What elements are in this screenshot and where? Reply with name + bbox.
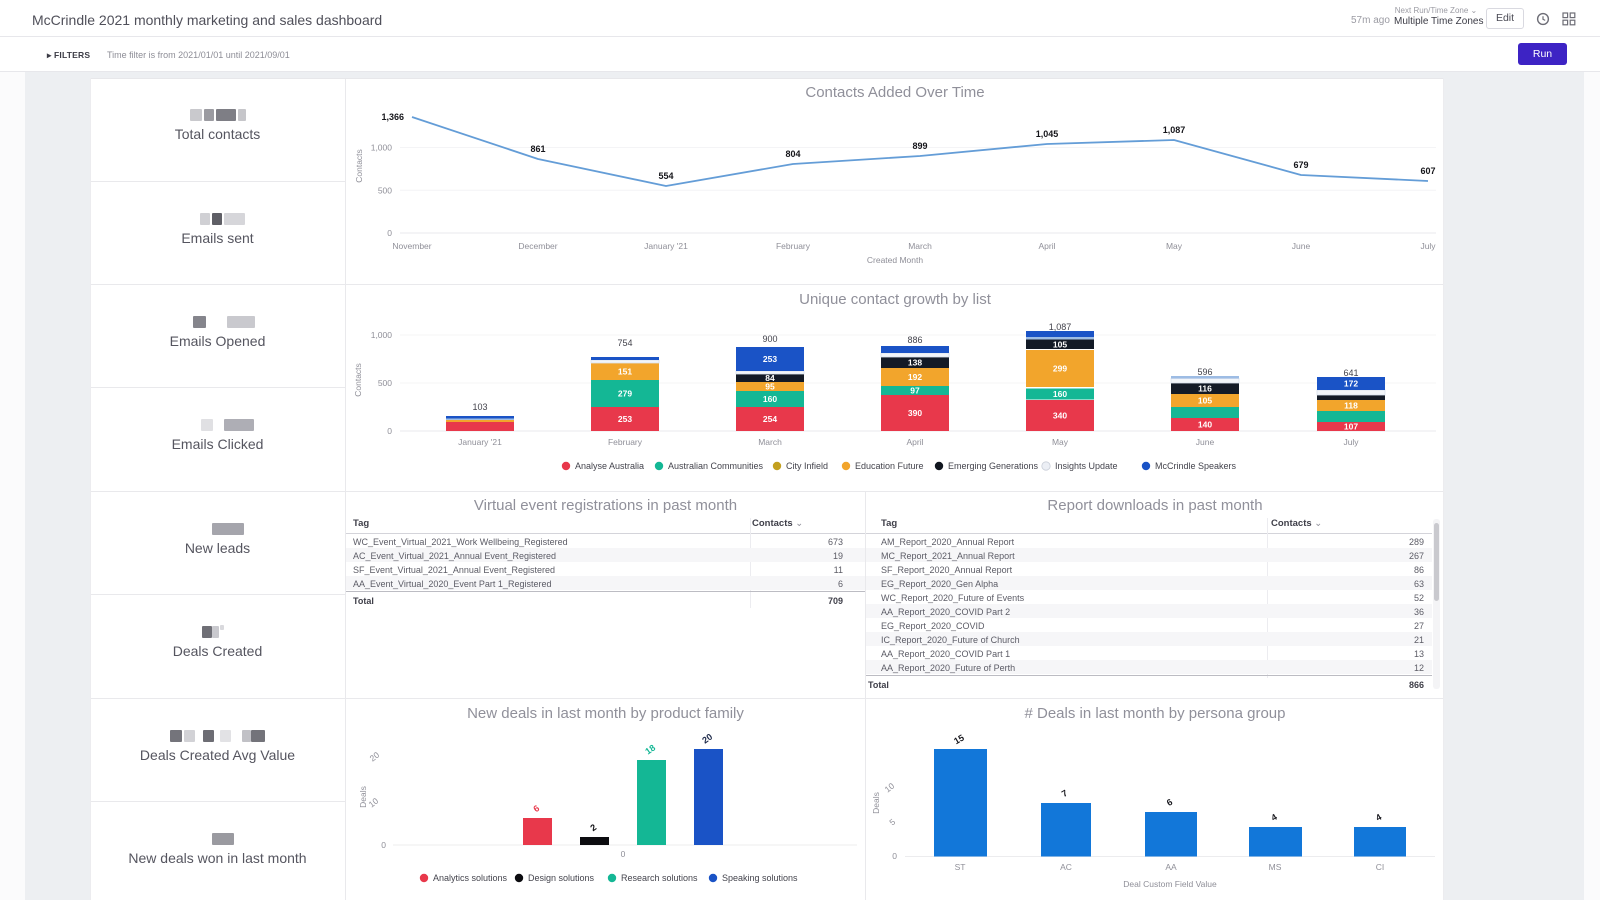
svg-text:May: May <box>1052 437 1069 447</box>
svg-text:192: 192 <box>908 372 922 382</box>
svg-text:November: November <box>392 241 431 251</box>
svg-text:103: 103 <box>472 402 487 412</box>
svg-text:Education Future: Education Future <box>855 461 924 471</box>
svg-text:20: 20 <box>700 732 714 746</box>
svg-text:Australian Communities: Australian Communities <box>668 461 764 471</box>
svg-text:February: February <box>776 241 811 251</box>
svg-text:20: 20 <box>368 750 382 764</box>
svg-text:4: 4 <box>1374 812 1383 823</box>
svg-text:Research solutions: Research solutions <box>621 873 698 883</box>
svg-text:Contacts: Contacts <box>354 149 364 183</box>
svg-text:340: 340 <box>1053 411 1067 421</box>
svg-text:March: March <box>908 241 932 251</box>
svg-text:Created Month: Created Month <box>867 255 923 265</box>
svg-text:Design solutions: Design solutions <box>528 873 595 883</box>
svg-text:Emerging Generations: Emerging Generations <box>948 461 1039 471</box>
svg-text:899: 899 <box>912 141 927 151</box>
svg-text:0: 0 <box>387 228 392 238</box>
svg-text:April: April <box>1038 241 1055 251</box>
svg-text:118: 118 <box>1344 401 1358 411</box>
svg-text:554: 554 <box>658 171 673 181</box>
svg-text:January '21: January '21 <box>644 241 688 251</box>
svg-text:City Infield: City Infield <box>786 461 828 471</box>
svg-text:15: 15 <box>952 733 966 747</box>
svg-text:0: 0 <box>387 426 392 436</box>
svg-text:97: 97 <box>910 386 920 396</box>
svg-text:390: 390 <box>908 408 922 418</box>
svg-text:March: March <box>758 437 782 447</box>
svg-text:AA: AA <box>1165 862 1177 872</box>
svg-text:84: 84 <box>765 373 775 383</box>
svg-text:MS: MS <box>1269 862 1282 872</box>
svg-text:4: 4 <box>1269 812 1278 823</box>
svg-text:ST: ST <box>955 862 966 872</box>
svg-text:Analyse Australia: Analyse Australia <box>575 461 644 471</box>
svg-text:160: 160 <box>763 394 777 404</box>
svg-text:0: 0 <box>381 840 386 850</box>
svg-text:0: 0 <box>892 851 897 861</box>
svg-text:253: 253 <box>618 414 632 424</box>
svg-text:18: 18 <box>643 743 657 757</box>
svg-text:Insights Update: Insights Update <box>1055 461 1118 471</box>
svg-text:151: 151 <box>618 367 632 377</box>
svg-text:500: 500 <box>378 185 392 195</box>
svg-text:Contacts: Contacts <box>353 363 363 397</box>
svg-text:April: April <box>906 437 923 447</box>
svg-text:5: 5 <box>887 817 897 828</box>
svg-text:804: 804 <box>785 149 800 159</box>
svg-text:Analytics solutions: Analytics solutions <box>433 873 508 883</box>
svg-text:6: 6 <box>1165 797 1174 808</box>
svg-text:1,087: 1,087 <box>1163 125 1186 135</box>
svg-text:172: 172 <box>1344 379 1358 389</box>
svg-text:279: 279 <box>618 389 632 399</box>
svg-text:607: 607 <box>1420 166 1435 176</box>
svg-text:10: 10 <box>883 781 897 795</box>
svg-text:Deals: Deals <box>871 792 881 814</box>
svg-text:1,087: 1,087 <box>1049 322 1072 332</box>
svg-text:500: 500 <box>378 378 392 388</box>
svg-text:596: 596 <box>1197 367 1212 377</box>
svg-text:CI: CI <box>1376 862 1385 872</box>
svg-text:105: 105 <box>1053 339 1067 349</box>
svg-text:1,000: 1,000 <box>371 330 393 340</box>
svg-text:254: 254 <box>763 414 777 424</box>
svg-text:299: 299 <box>1053 364 1067 374</box>
svg-text:AC: AC <box>1060 862 1072 872</box>
svg-text:107: 107 <box>1344 422 1358 432</box>
svg-text:McCrindle Speakers: McCrindle Speakers <box>1155 461 1237 471</box>
svg-text:July: July <box>1420 241 1436 251</box>
svg-text:116: 116 <box>1198 384 1212 394</box>
svg-text:253: 253 <box>763 354 777 364</box>
svg-text:160: 160 <box>1053 389 1067 399</box>
svg-text:679: 679 <box>1293 160 1308 170</box>
svg-text:December: December <box>518 241 557 251</box>
svg-text:June: June <box>1292 241 1311 251</box>
svg-text:754: 754 <box>617 338 632 348</box>
svg-text:886: 886 <box>907 335 922 345</box>
svg-text:February: February <box>608 437 643 447</box>
svg-text:Deal Custom Field Value: Deal Custom Field Value <box>1123 879 1217 889</box>
svg-text:1,000: 1,000 <box>371 143 393 153</box>
svg-text:138: 138 <box>908 358 922 368</box>
svg-text:January '21: January '21 <box>458 437 502 447</box>
svg-text:Speaking solutions: Speaking solutions <box>722 873 798 883</box>
svg-text:641: 641 <box>1343 368 1358 378</box>
svg-text:July: July <box>1343 437 1359 447</box>
svg-text:10: 10 <box>367 796 381 810</box>
svg-text:June: June <box>1196 437 1215 447</box>
svg-text:May: May <box>1166 241 1183 251</box>
svg-text:6: 6 <box>531 803 541 814</box>
svg-text:95: 95 <box>765 382 775 392</box>
svg-text:900: 900 <box>762 334 777 344</box>
svg-text:861: 861 <box>530 144 545 154</box>
svg-text:1,045: 1,045 <box>1036 129 1059 139</box>
svg-text:0: 0 <box>621 849 626 859</box>
svg-text:140: 140 <box>1198 420 1212 430</box>
svg-text:2: 2 <box>588 822 598 833</box>
svg-text:Deals: Deals <box>358 786 368 808</box>
svg-text:105: 105 <box>1198 396 1212 406</box>
svg-text:7: 7 <box>1060 788 1069 799</box>
svg-text:1,366: 1,366 <box>381 112 404 122</box>
